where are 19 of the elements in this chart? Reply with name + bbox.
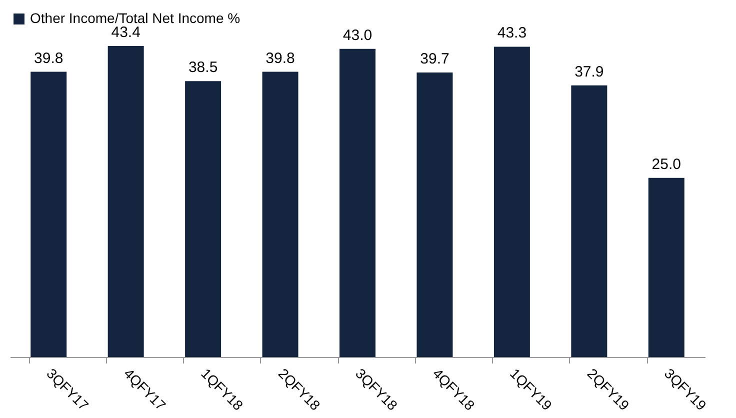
bar [108, 46, 144, 357]
bar [416, 72, 453, 357]
data-label: 39.8 [266, 50, 295, 67]
bar [262, 72, 298, 357]
data-label: 25.0 [652, 156, 681, 173]
data-label: 39.8 [34, 50, 64, 67]
bar [30, 72, 67, 357]
data-label: 43.3 [497, 24, 527, 42]
data-label: 37.9 [574, 63, 604, 80]
data-label: 39.7 [420, 50, 450, 68]
data-label: 43.0 [342, 26, 372, 44]
bar [571, 85, 608, 357]
bar [185, 81, 222, 357]
bar [340, 48, 376, 357]
legend-label: Other Income/Total Net Income % [30, 10, 240, 26]
data-label: 38.5 [188, 59, 218, 76]
bar [648, 178, 684, 357]
data-label: 43.4 [111, 24, 140, 41]
bar [494, 46, 530, 357]
